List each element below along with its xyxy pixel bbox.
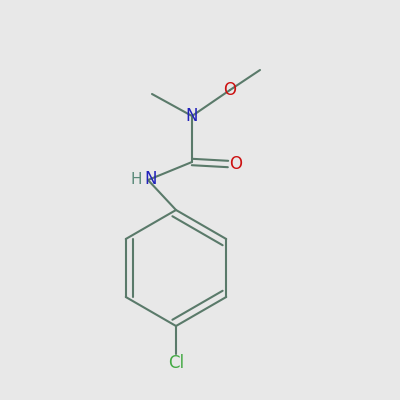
Text: N: N — [186, 107, 198, 125]
Text: O: O — [224, 81, 236, 99]
Text: H: H — [130, 172, 142, 187]
Text: O: O — [229, 155, 242, 173]
Text: Cl: Cl — [168, 354, 184, 372]
Text: N: N — [144, 170, 157, 188]
